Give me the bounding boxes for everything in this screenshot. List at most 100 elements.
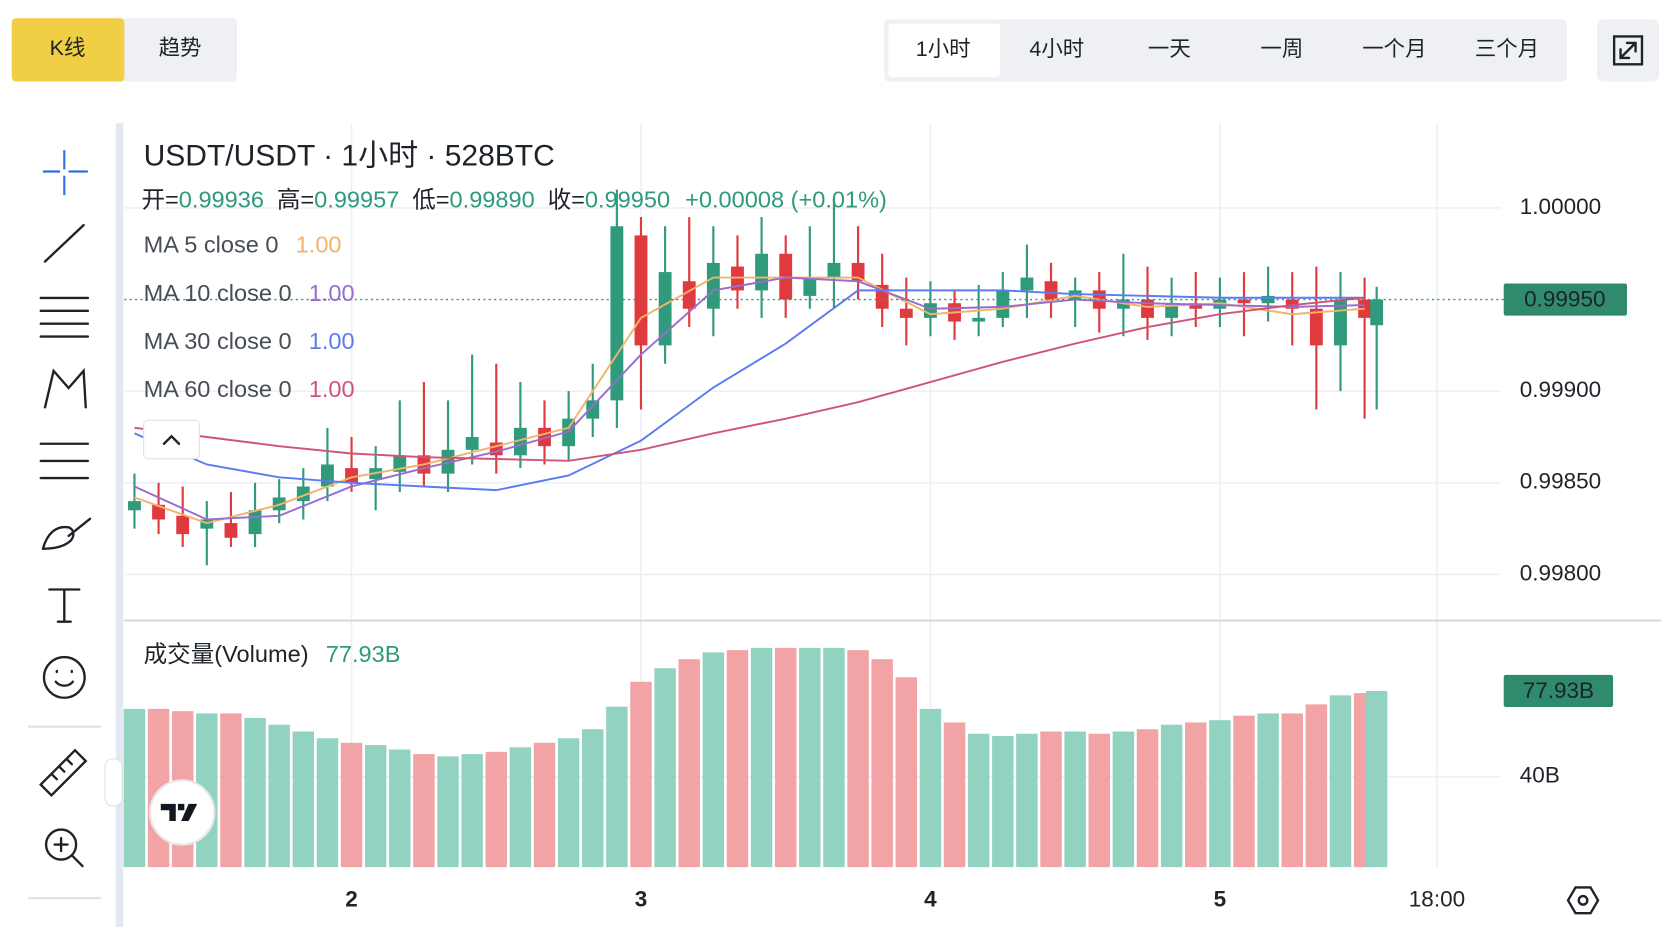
candle-body	[1309, 308, 1323, 346]
x-tick-label: 2	[345, 886, 358, 911]
volume-bar	[1329, 695, 1352, 868]
volume-legend: 成交量(Volume) 77.93B	[144, 641, 401, 667]
volume-bar	[750, 647, 773, 868]
candle-body	[345, 468, 358, 483]
candle-body	[634, 235, 648, 346]
candle-body	[248, 510, 262, 535]
candle-body	[465, 436, 479, 450]
volume-bar	[220, 713, 242, 868]
ma-name: MA 10 close 0	[144, 280, 292, 306]
candle-body	[706, 262, 720, 309]
chart-title: USDT/USDT · 1小时 · 528BTC	[144, 139, 555, 172]
zoom-tool[interactable]	[44, 828, 78, 861]
ohlc-value: 0.99890	[450, 187, 535, 213]
fullscreen-icon	[1612, 35, 1644, 66]
interval-tab[interactable]: 一个月	[1362, 37, 1426, 61]
x-tick-label: 18:00	[1409, 886, 1465, 911]
y-tick-label: 1.00000	[1520, 194, 1601, 219]
ma-line	[134, 289, 1365, 492]
fib-tool[interactable]	[39, 296, 90, 338]
tv-logo[interactable]	[148, 779, 216, 846]
pattern-tool[interactable]	[43, 367, 87, 409]
volume-badge-label: 77.93B	[1523, 678, 1594, 703]
volume-bar	[1365, 690, 1388, 868]
interval-tabs	[884, 19, 1567, 82]
volume-bar	[919, 708, 942, 868]
tv-logo-mark	[160, 803, 198, 822]
volume-bar	[413, 754, 435, 868]
candle-body	[1020, 277, 1034, 291]
volume-value: 77.93B	[326, 641, 401, 667]
candle-body	[924, 303, 937, 318]
y-tick-label: 0.99900	[1520, 377, 1601, 402]
plot: 2 3 4 5 18:00 0.99800 0.99850 0.99900 1.00000 40B…	[123, 123, 1662, 911]
mode-tab[interactable]: K线	[50, 36, 86, 60]
interval-tab[interactable]: 一周	[1260, 37, 1303, 61]
x-tick-label: 5	[1214, 886, 1227, 911]
collapse-icon	[162, 434, 181, 445]
volume-bar	[485, 751, 507, 868]
candle-body	[899, 308, 913, 318]
interval-tab[interactable]: 4小时	[1029, 37, 1084, 61]
toolbar-divider	[115, 123, 124, 928]
candle-body	[176, 515, 190, 535]
volume-bar	[582, 729, 604, 868]
interval-tab-active[interactable]	[888, 23, 1000, 78]
volume-bar	[1136, 729, 1159, 868]
volume-bar	[244, 717, 266, 868]
candle-body	[586, 400, 600, 419]
text-tool[interactable]	[48, 588, 81, 623]
mode-tab[interactable]: 趋势	[159, 36, 202, 60]
volume-bar	[702, 652, 725, 868]
emoji-tool[interactable]	[42, 655, 86, 699]
volume-bar	[340, 742, 363, 868]
candle-body	[128, 501, 141, 511]
toolbar-collapse[interactable]	[104, 758, 123, 807]
settings-button[interactable]	[1566, 886, 1600, 915]
brush-tool[interactable]	[41, 517, 92, 550]
volume-bar	[726, 650, 749, 868]
ma-value: 1.00	[309, 376, 355, 402]
emoji-face	[54, 669, 75, 687]
volume-bar	[1160, 724, 1183, 868]
interval-tab[interactable]: 三个月	[1475, 37, 1539, 61]
mode-tab-active[interactable]	[11, 18, 125, 82]
volume-bar	[895, 677, 918, 868]
volume-bar	[1305, 704, 1328, 868]
candle-body	[972, 317, 986, 322]
ma-value: 1.00	[296, 232, 342, 258]
trendline-tool[interactable]	[43, 223, 85, 263]
ohlc-key: 低=	[412, 187, 449, 213]
volume-bar	[1088, 733, 1110, 868]
crosshair-tool[interactable]	[42, 150, 88, 196]
volume-bar	[1185, 722, 1207, 868]
volume-bar	[316, 738, 339, 868]
volume-bar	[1064, 731, 1086, 868]
prediction-tool[interactable]	[39, 442, 90, 480]
volume-bar	[630, 681, 652, 868]
ma-value: 1.00	[309, 280, 355, 306]
volume-bar	[437, 756, 459, 868]
candle-body	[1189, 303, 1203, 309]
volume-bar	[823, 647, 845, 868]
legend-collapse[interactable]	[143, 419, 200, 460]
interval-tab[interactable]: 一天	[1148, 37, 1191, 61]
measure-tool[interactable]	[39, 748, 88, 797]
ma-legend-item: MA 30 close 0 1.00	[144, 328, 355, 354]
candle-body	[513, 427, 527, 456]
volume-title: 成交量(Volume)	[144, 641, 309, 667]
ohlc-value: 0.99936	[179, 187, 264, 213]
volume-bar	[1016, 733, 1038, 868]
interval-tab[interactable]: 1小时	[916, 37, 971, 61]
volume-bar	[992, 736, 1014, 868]
candle-body	[755, 253, 769, 291]
y-tick-label: 0.99800	[1520, 560, 1601, 585]
volume-bar	[1233, 715, 1255, 868]
settings-dot	[1577, 894, 1589, 906]
ohlc-key: 高=	[277, 187, 314, 213]
ma-line	[134, 276, 1365, 521]
volume-bar	[1209, 720, 1231, 868]
zoom-icon	[53, 836, 84, 868]
candle-body	[1237, 299, 1251, 304]
